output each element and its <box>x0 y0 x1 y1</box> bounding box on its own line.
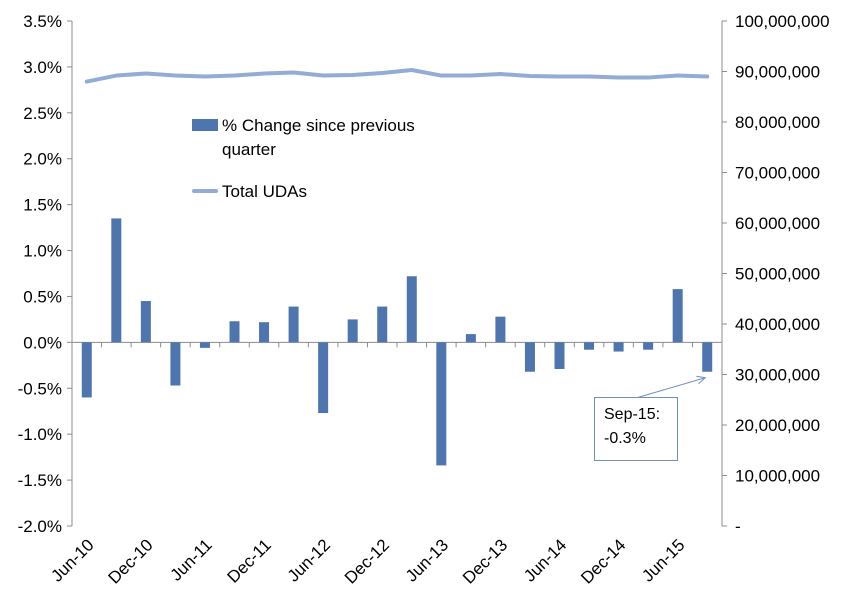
right-axis-tick-label: 10,000,000 <box>735 467 820 486</box>
legend-entry-line: Total UDAs <box>192 180 452 204</box>
x-axis-tick-label: Dec-14 <box>577 535 629 587</box>
right-axis-tick-label: - <box>735 517 741 536</box>
left-axis-tick-label: 3.0% <box>23 58 62 77</box>
bar-series <box>81 218 713 466</box>
total-udas-line <box>84 67 710 84</box>
right-axis-tick-label: 30,000,000 <box>735 366 820 385</box>
left-axis-tick-label: 0.0% <box>23 333 62 352</box>
right-axis-tick-label: 70,000,000 <box>735 164 820 183</box>
bar <box>377 306 388 343</box>
annotation-callout: Sep-15: -0.3% <box>594 397 678 461</box>
right-axis-tick-label: 60,000,000 <box>735 214 820 233</box>
right-axis-tick-label: 50,000,000 <box>735 265 820 284</box>
legend-line-swatch <box>192 189 218 193</box>
left-axis-tick-label: 3.5% <box>23 12 62 31</box>
annotation-arrow-head <box>696 375 707 385</box>
right-axis-tick-label: 40,000,000 <box>735 315 820 334</box>
bar <box>318 342 329 414</box>
line-series <box>84 67 710 84</box>
right-axis-tick-label: 20,000,000 <box>735 416 820 435</box>
x-axis-tick-label: Jun-10 <box>47 535 97 585</box>
legend-entry-bar: % Change since previous quarter <box>192 114 452 162</box>
bar <box>288 306 299 343</box>
left-axis-tick-label: -1.0% <box>18 425 62 444</box>
bar <box>199 342 210 348</box>
bar <box>436 342 447 466</box>
annotation-arrow-line <box>635 377 706 399</box>
legend-bar-swatch <box>192 119 218 131</box>
bar <box>140 301 151 343</box>
legend: % Change since previous quarter Total UD… <box>192 114 452 204</box>
right-axis-tick-label: 90,000,000 <box>735 63 820 82</box>
left-axis-tick-label: 2.0% <box>23 150 62 169</box>
x-axis-tick-label: Dec-10 <box>104 535 156 587</box>
bar <box>672 289 683 343</box>
x-axis-tick-label: Jun-15 <box>638 535 688 585</box>
left-axis-tick-label: 1.5% <box>23 196 62 215</box>
left-axis-tick-label: 1.0% <box>23 242 62 261</box>
bar <box>81 342 92 398</box>
x-axis-tick-label: Jun-12 <box>284 535 334 585</box>
bar <box>229 321 240 343</box>
legend-bar-label: % Change since previous quarter <box>222 116 415 159</box>
left-axis-tick-label: 2.5% <box>23 104 62 123</box>
left-axis-tick-label: 0.5% <box>23 287 62 306</box>
left-axis-tick-label: -1.5% <box>18 471 62 490</box>
annotation-line-2: -0.3% <box>604 430 646 447</box>
bar <box>111 218 122 343</box>
x-axis-tick-label: Dec-13 <box>459 535 511 587</box>
bar <box>347 319 358 343</box>
bar <box>170 342 181 386</box>
x-axis-tick-label: Jun-14 <box>520 535 570 585</box>
bar <box>495 316 506 343</box>
bar <box>524 342 535 372</box>
x-axis-tick-label: Jun-11 <box>166 535 215 584</box>
bar <box>406 276 417 343</box>
bar <box>613 342 624 352</box>
right-axis-tick-label: 100,000,000 <box>735 12 830 31</box>
x-axis-tick-label: Jun-13 <box>402 535 452 585</box>
x-axis-tick-label: Dec-11 <box>224 535 275 586</box>
bar <box>584 342 595 350</box>
legend-line-label: Total UDAs <box>222 182 308 201</box>
bar <box>702 342 713 372</box>
bar <box>465 334 476 343</box>
chart-axes: 3.5% 3.0% 2.5% 2.0% 1.5% 1.0% 0.5% 0.0% -0.5% -1.… <box>18 12 830 588</box>
bar <box>259 322 270 343</box>
annotation-line-1: Sep-15: <box>604 406 661 423</box>
x-axis-tick-label: Dec-12 <box>341 535 393 587</box>
right-axis-tick-label: 80,000,000 <box>735 113 820 132</box>
bar <box>554 342 565 369</box>
left-axis-tick-label: -0.5% <box>18 379 62 398</box>
left-axis-tick-label: -2.0% <box>18 517 62 536</box>
annotation-arrow-group <box>635 375 707 399</box>
bar <box>643 342 654 350</box>
